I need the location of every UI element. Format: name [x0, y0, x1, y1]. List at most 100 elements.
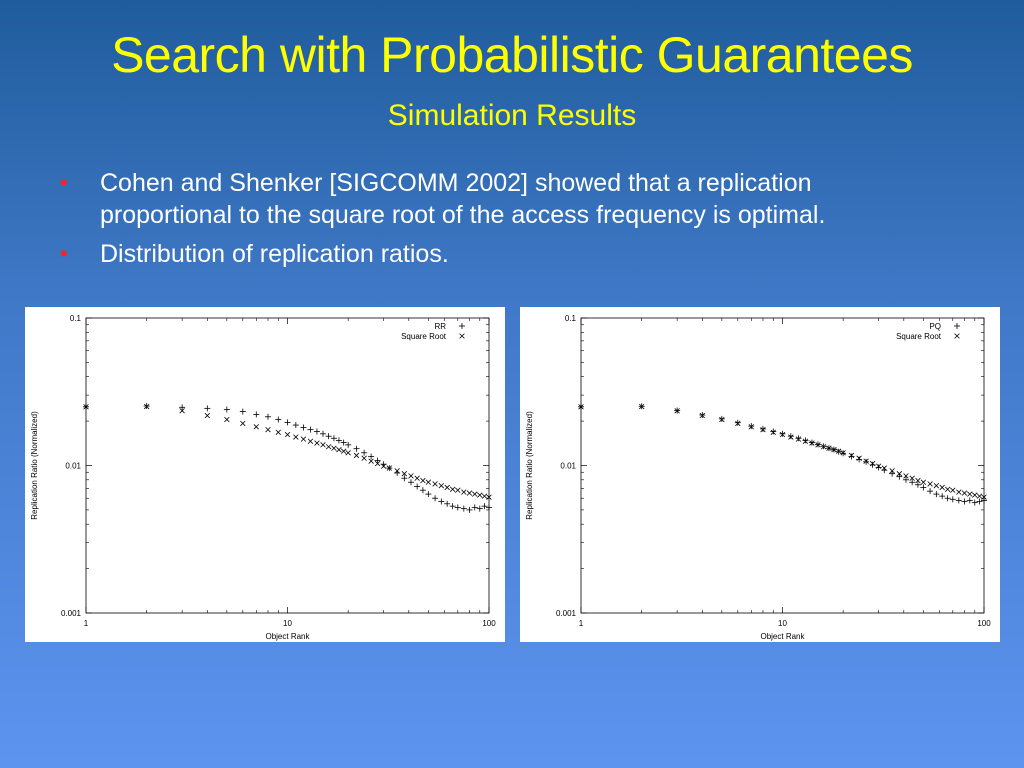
y-tick-label: 0.01 [560, 462, 576, 471]
data-point-plus [454, 504, 461, 511]
x-tick-label: 100 [977, 619, 991, 628]
data-point-plus [939, 493, 946, 500]
data-point-cross [314, 440, 320, 446]
data-point-plus [335, 437, 342, 444]
data-point-cross [760, 426, 766, 433]
x-tick-label: 10 [283, 619, 292, 628]
slide-subtitle: Simulation Results [387, 99, 637, 132]
legend-label: Square Root [401, 332, 447, 341]
data-point-cross [967, 491, 973, 497]
data-point-cross [848, 452, 855, 459]
bullet-text-line: Cohen and Shenker [SIGCOMM 2002] showed … [100, 169, 812, 197]
data-point-cross [815, 442, 821, 448]
data-point-plus [944, 495, 951, 502]
data-point-plus [748, 423, 755, 430]
data-point-plus [425, 491, 432, 498]
data-point-plus [368, 453, 375, 460]
data-point-plus [325, 433, 332, 440]
x-axis-label: Object Rank [760, 632, 805, 641]
data-point-cross [477, 492, 483, 498]
series-primary [578, 403, 987, 506]
data-point-plus [779, 430, 786, 437]
slide-title: Search with Probabilistic Guarantees [111, 27, 913, 83]
data-point-cross [961, 490, 968, 496]
chart-pq-vs-square-root: 0.001 0.01 0.1 1 10 100 Object Rank Replication… [525, 314, 991, 641]
data-point-plus [955, 497, 962, 504]
series-square-root [578, 403, 987, 500]
data-point-plus [869, 461, 876, 468]
data-point-plus [981, 497, 987, 504]
data-point-cross [909, 475, 915, 481]
data-point-cross [83, 404, 89, 410]
data-point-cross [386, 465, 392, 471]
data-point-cross [320, 442, 326, 448]
data-point-cross [956, 489, 962, 495]
data-point-cross [856, 455, 862, 461]
data-point-cross [438, 482, 445, 489]
data-point-plus [353, 445, 360, 452]
data-point-cross [307, 438, 314, 444]
data-point-cross [831, 447, 837, 453]
x-tick-label: 1 [579, 619, 584, 628]
data-point-plus [460, 505, 467, 512]
data-point-cross [869, 460, 876, 467]
plot-frame [85, 317, 490, 614]
data-point-cross [638, 403, 645, 410]
data-point-plus [914, 481, 921, 488]
data-point-plus [292, 422, 299, 429]
data-point-cross [933, 482, 940, 489]
data-point-plus [419, 487, 426, 494]
bullet-text-line: proportional to the square root of the a… [100, 201, 826, 229]
data-point-cross [875, 463, 882, 469]
data-point-plus [319, 430, 326, 437]
chart-rr-vs-square-root: 0.001 0.01 0.1 1 10 100 Object Rank Replication… [30, 314, 496, 641]
data-point-plus [374, 457, 381, 464]
data-point-cross [896, 471, 903, 477]
data-point-plus [204, 405, 211, 412]
data-point-cross [920, 479, 927, 485]
data-point-plus [933, 491, 940, 498]
y-tick-label: 0.1 [565, 314, 577, 323]
legend-label: Square Root [896, 332, 942, 341]
data-point-cross [240, 420, 246, 427]
data-point-plus [848, 453, 855, 460]
data-point-cross [361, 455, 367, 461]
data-point-cross [414, 475, 420, 481]
data-point-plus [856, 456, 863, 463]
data-point-plus [449, 503, 456, 510]
data-point-cross [420, 477, 426, 484]
data-point-plus [896, 473, 903, 480]
data-point-cross [486, 494, 492, 500]
data-point-plus [718, 415, 725, 422]
data-point-plus [787, 433, 794, 440]
data-point-plus [407, 479, 414, 486]
data-point-cross [340, 448, 347, 454]
y-tick-label: 0.001 [61, 609, 82, 618]
data-point-cross [432, 481, 438, 487]
data-point-plus [949, 496, 956, 503]
data-point-cross [889, 468, 895, 474]
data-point-cross [881, 465, 887, 471]
data-point-cross [300, 436, 307, 442]
data-point-cross [425, 479, 432, 485]
bullet-text-line: Distribution of replication ratios. [100, 240, 449, 268]
data-point-cross [466, 490, 473, 496]
data-point-cross [981, 494, 987, 500]
y-tick-label: 0.001 [556, 609, 577, 618]
data-point-cross [770, 429, 776, 435]
data-point-cross [459, 333, 465, 339]
data-point-cross [472, 491, 478, 497]
data-point-cross [944, 486, 951, 492]
data-point-plus [223, 406, 230, 413]
data-point-plus [466, 506, 473, 513]
data-point-cross [481, 493, 488, 499]
data-point-plus [971, 499, 978, 506]
data-point-cross [368, 458, 374, 464]
data-point-cross [293, 434, 299, 440]
data-point-cross [719, 416, 725, 423]
data-point-cross [863, 458, 869, 464]
data-point-cross [779, 431, 786, 438]
data-point-plus [432, 495, 439, 502]
data-point-plus [734, 419, 741, 426]
data-point-cross [204, 412, 210, 419]
